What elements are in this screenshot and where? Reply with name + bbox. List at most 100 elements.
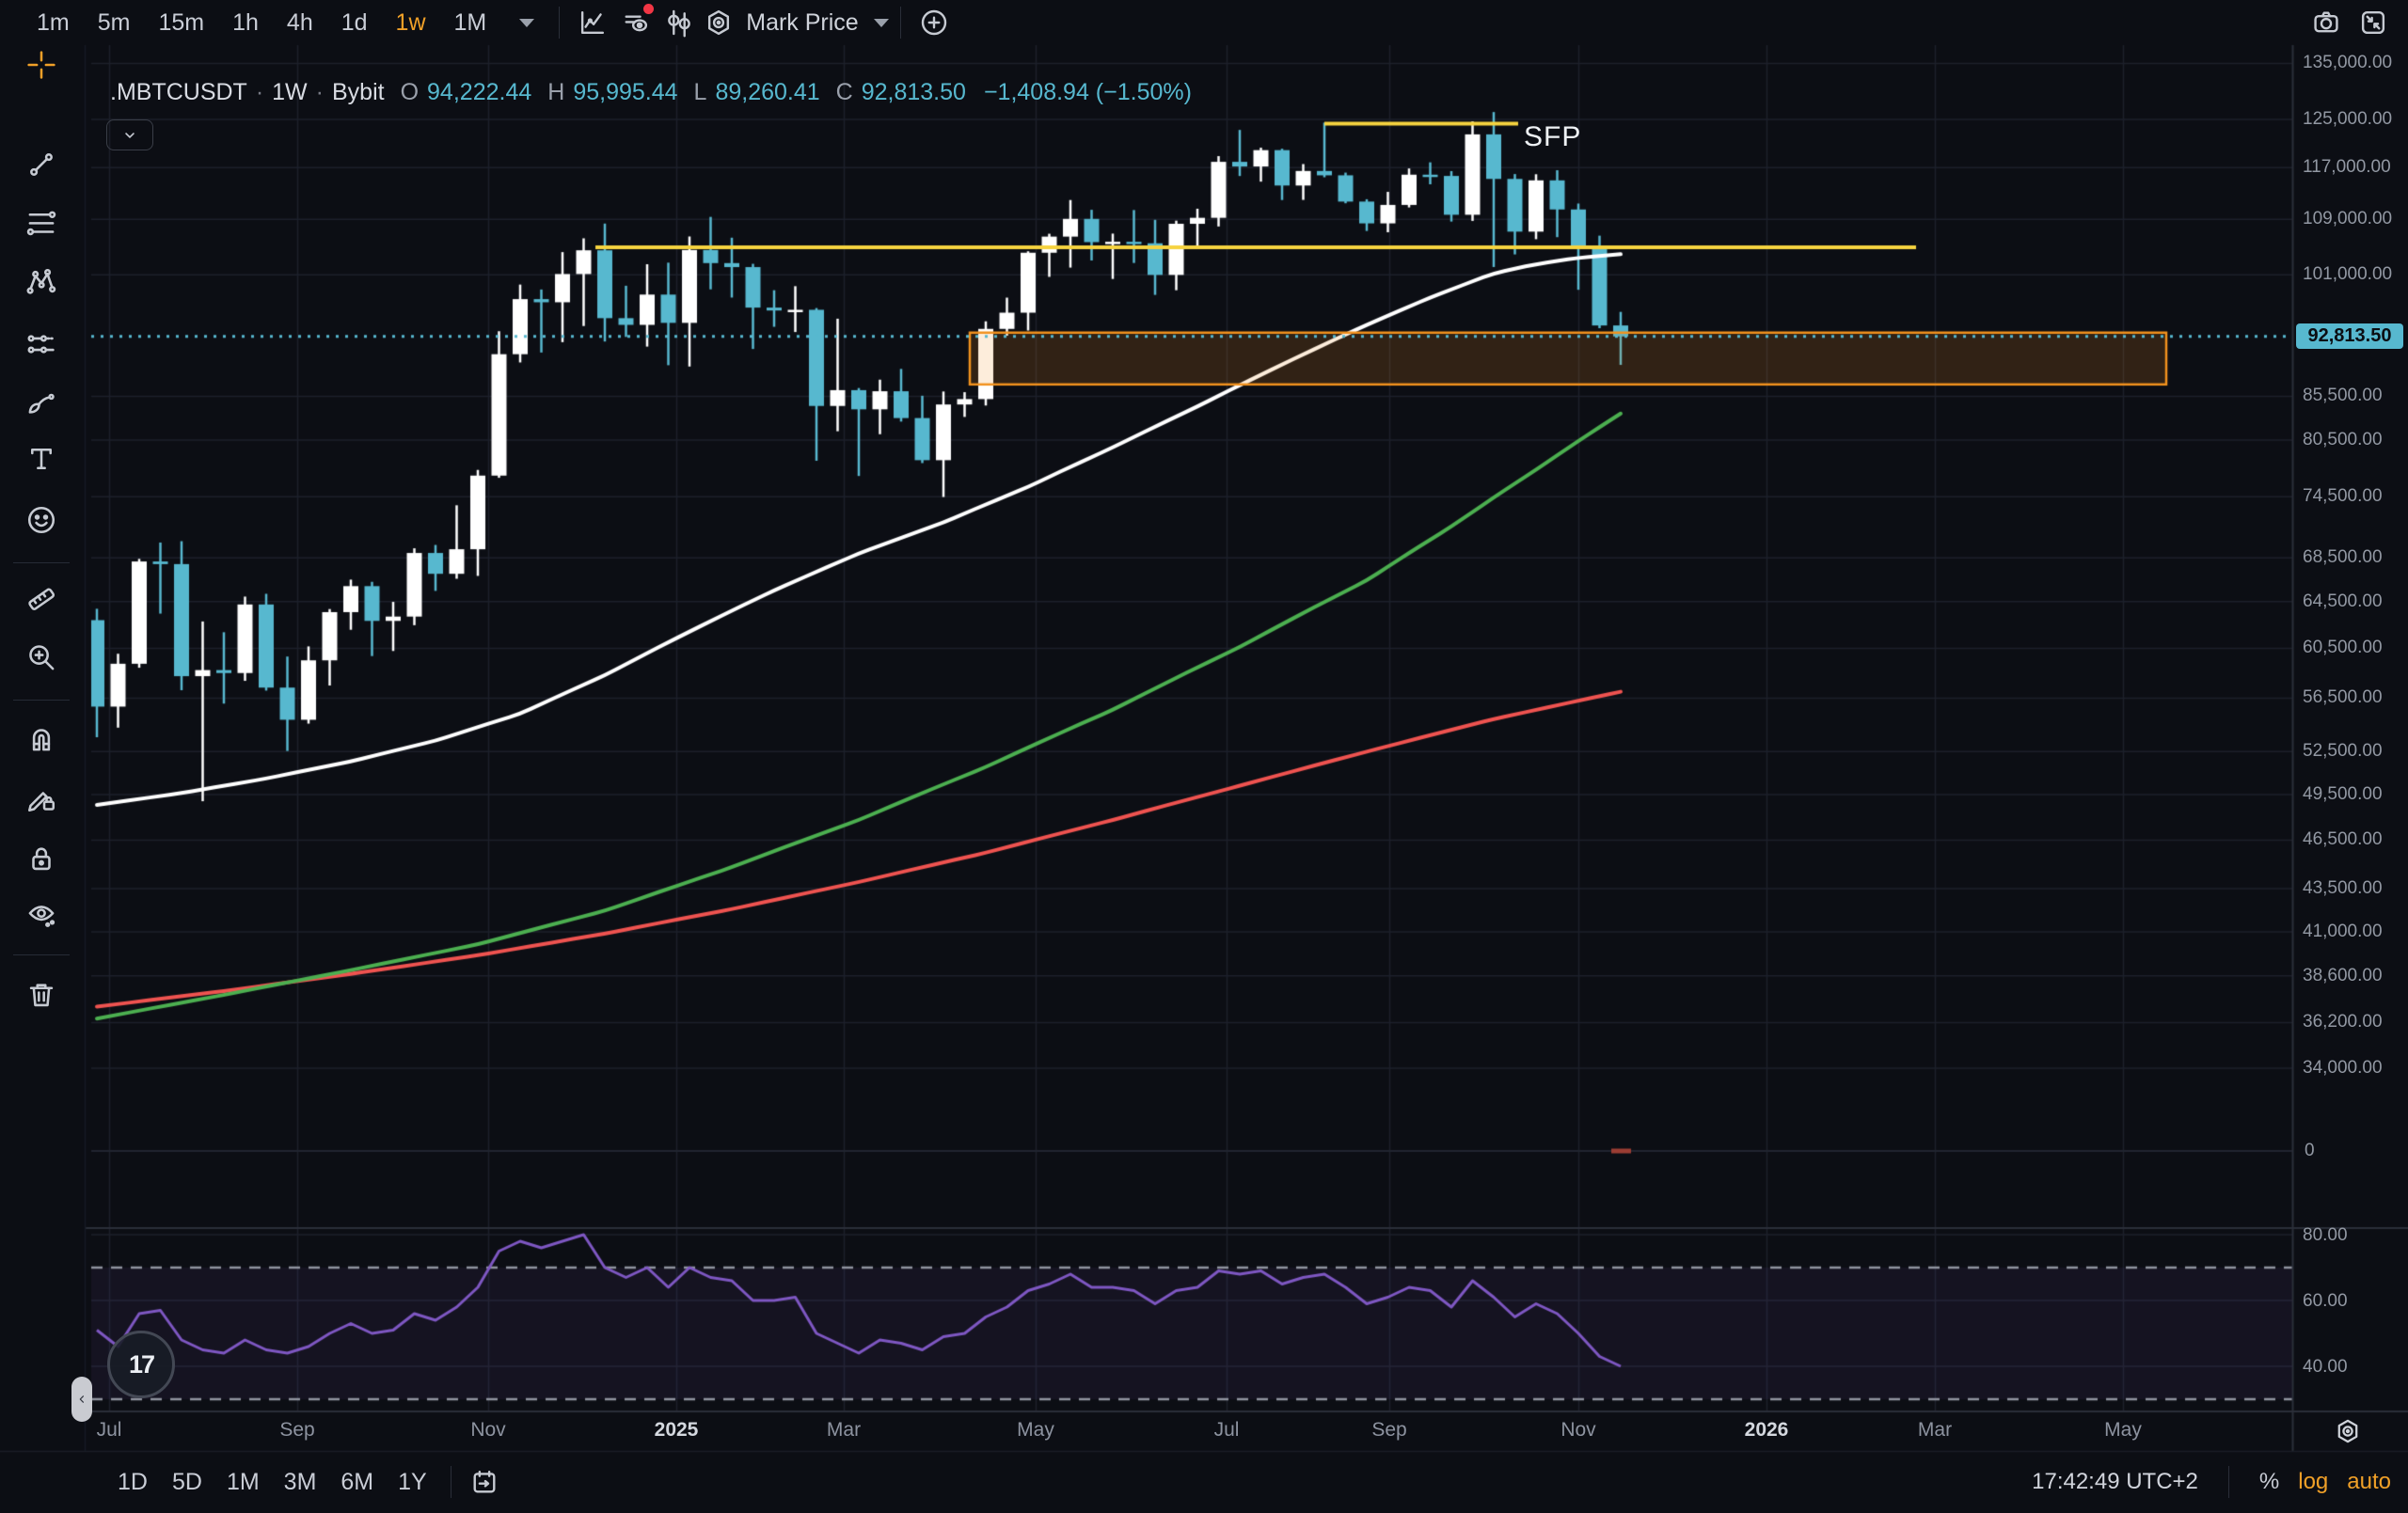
range-button-1Y[interactable]: 1Y	[398, 1468, 427, 1495]
time-axis-label: Sep	[279, 1419, 315, 1441]
range-button-1D[interactable]: 1D	[118, 1468, 148, 1495]
price-source-button[interactable]: Mark Price	[701, 2, 889, 43]
price-axis-label: 101,000.00	[2303, 264, 2393, 285]
open-value: 94,222.44	[427, 79, 532, 105]
auto-scale-button[interactable]: auto	[2347, 1469, 2391, 1494]
axis-settings-gear-icon[interactable]	[2331, 1414, 2365, 1448]
minimize-icon[interactable]	[2352, 2, 2395, 43]
price-axis-label: 74,500.00	[2303, 486, 2383, 507]
time-axis-label: 2025	[654, 1419, 699, 1441]
add-plus-button[interactable]	[912, 2, 956, 43]
notification-badge	[643, 4, 655, 14]
trend-line-icon[interactable]	[15, 138, 68, 191]
hide-drawings-icon[interactable]	[15, 889, 68, 941]
time-axis-label: Jul	[1213, 1419, 1240, 1441]
toolbar-divider	[559, 7, 561, 39]
log-scale-button[interactable]: log	[2298, 1469, 2329, 1494]
legend-collapse-button[interactable]	[106, 119, 153, 150]
price-axis-label: 135,000.00	[2303, 53, 2393, 73]
tradingview-logo[interactable]: 17	[107, 1331, 175, 1398]
timeframe-button-4h[interactable]: 4h	[286, 8, 313, 36]
time-axis-label: Mar	[1917, 1419, 1953, 1441]
high-key: H	[547, 79, 565, 105]
toolbar-divider	[450, 1466, 452, 1498]
price-axis-label: 41,000.00	[2303, 921, 2383, 941]
toolbar-divider	[13, 562, 70, 563]
timeframe-button-1h[interactable]: 1h	[232, 8, 259, 36]
high-value: 95,995.44	[573, 79, 678, 105]
symbol-legend[interactable]: .MBTCUSDT · 1W · Bybit O 94,222.44 H 95,…	[110, 79, 1192, 106]
range-button-6M[interactable]: 6M	[341, 1468, 374, 1495]
toolbar-divider	[899, 7, 901, 39]
chart-style-icon[interactable]	[571, 2, 614, 43]
timeframe-button-1M[interactable]: 1M	[453, 8, 487, 36]
top-toolbar: 1m 5m 15m 1h 4h 1d 1w 1M Mark Price	[0, 0, 2408, 45]
range-button-1M[interactable]: 1M	[226, 1468, 260, 1495]
chevron-down-icon	[873, 18, 889, 27]
close-value: 92,813.50	[861, 79, 966, 105]
brush-icon[interactable]	[15, 376, 68, 429]
range-group: 1D 5D 1M 3M 6M 1Y	[105, 1461, 439, 1503]
timeframe-button-15m[interactable]: 15m	[158, 8, 205, 36]
interval-label: 1W	[272, 79, 308, 105]
emoji-icon[interactable]	[15, 494, 68, 546]
price-axis-label: 36,200.00	[2303, 1012, 2383, 1032]
time-axis-label: Mar	[826, 1419, 862, 1441]
price-axis-label: 52,500.00	[2303, 741, 2383, 762]
timeframe-button-5m[interactable]: 5m	[97, 8, 131, 36]
projection-icon[interactable]	[15, 318, 68, 370]
timeframe-group: 1m 5m 15m 1h 4h 1d 1w 1M	[23, 2, 500, 43]
camera-icon[interactable]	[2305, 2, 2348, 43]
symbol-name: .MBTCUSDT	[110, 79, 247, 105]
low-value: 89,260.41	[715, 79, 820, 105]
drawing-lock-icon[interactable]	[15, 772, 68, 825]
magnet-icon[interactable]	[15, 712, 68, 764]
indicators-icon[interactable]	[614, 2, 657, 43]
text-tool-icon[interactable]	[15, 433, 68, 485]
price-source-hexagon-icon	[701, 2, 737, 43]
price-source-label: Mark Price	[746, 8, 859, 36]
percent-scale-button[interactable]: %	[2258, 1469, 2280, 1494]
compare-candles-icon[interactable]	[657, 2, 701, 43]
close-key: C	[835, 79, 853, 105]
price-axis-label: 43,500.00	[2303, 878, 2383, 899]
low-key: L	[693, 79, 707, 105]
ruler-icon[interactable]	[15, 573, 68, 625]
rsi-axis-label: 40.00	[2303, 1357, 2348, 1377]
clock[interactable]: 17:42:49 UTC+2	[2032, 1469, 2198, 1494]
sfp-drawing-label[interactable]: SFP	[1524, 121, 1582, 152]
range-button-5D[interactable]: 5D	[171, 1468, 202, 1495]
exchange-label: Bybit	[331, 79, 385, 105]
price-axis-label: 46,500.00	[2303, 829, 2383, 850]
range-button-3M[interactable]: 3M	[283, 1468, 317, 1495]
change-value: −1,408.94 (−1.50%)	[983, 79, 1192, 105]
zero-axis-label: 0	[2305, 1141, 2315, 1160]
xabcd-pattern-icon[interactable]	[15, 256, 68, 308]
rsi-axis-label: 60.00	[2303, 1291, 2348, 1311]
pane-collapse-handle[interactable]	[71, 1377, 92, 1422]
timeframe-button-1m[interactable]: 1m	[37, 8, 70, 36]
time-axis-label: Sep	[1371, 1419, 1407, 1441]
price-axis-label: 56,500.00	[2303, 687, 2383, 708]
price-axis-label: 49,500.00	[2303, 783, 2383, 804]
price-axis-label: 38,600.00	[2303, 965, 2383, 985]
timeframe-button-1d[interactable]: 1d	[341, 8, 368, 36]
price-axis-label: 64,500.00	[2303, 591, 2383, 611]
price-axis-label: 125,000.00	[2303, 109, 2393, 130]
drawing-toolbar	[0, 45, 85, 1451]
crosshair-icon[interactable]	[15, 39, 68, 91]
current-price-label: 92,813.50	[2296, 323, 2403, 350]
rsi-axis-label: 80.00	[2303, 1225, 2348, 1245]
time-axis-label: Nov	[1560, 1419, 1596, 1441]
timeframe-button-1w[interactable]: 1w	[395, 8, 426, 36]
goto-date-icon[interactable]	[463, 1461, 506, 1503]
lock-all-icon[interactable]	[15, 832, 68, 885]
bottom-toolbar: 1D 5D 1M 3M 6M 1Y 17:42:49 UTC+2 % log auto	[0, 1451, 2408, 1513]
timeframe-dropdown-caret[interactable]	[502, 2, 546, 43]
price-axis-label: 117,000.00	[2303, 157, 2391, 178]
trash-icon[interactable]	[15, 969, 68, 1021]
legend-separator: ·	[315, 79, 324, 105]
zoom-in-icon[interactable]	[15, 631, 68, 684]
fib-retracement-icon[interactable]	[15, 197, 68, 250]
